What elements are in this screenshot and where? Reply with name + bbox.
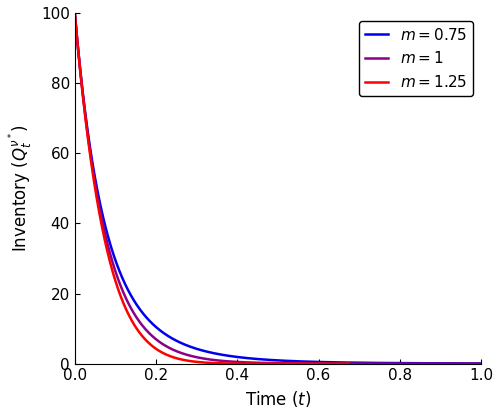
- $m = 0.75$: [316, 359, 322, 364]
- $m = 1.25$: [334, 361, 340, 366]
- $m = 0.75$: [375, 360, 381, 365]
- X-axis label: Time ($t$): Time ($t$): [244, 389, 311, 409]
- Y-axis label: Inventory ($Q_t^{\nu^*}$): Inventory ($Q_t^{\nu^*}$): [7, 124, 36, 252]
- $m = 0.75$: [227, 354, 233, 359]
- $m = 1$: [72, 10, 78, 15]
- Line: $m = 1$: $m = 1$: [75, 13, 481, 364]
- $m = 1.25$: [108, 262, 114, 267]
- Line: $m = 0.75$: $m = 0.75$: [75, 13, 481, 364]
- $m = 1.25$: [178, 357, 184, 362]
- $m = 1.25$: [72, 10, 78, 15]
- $m = 0.75$: [406, 361, 412, 366]
- $m = 0.75$: [478, 361, 484, 366]
- $m = 0.75$: [336, 360, 342, 365]
- Line: $m = 1.25$: $m = 1.25$: [75, 13, 349, 364]
- $m = 1.25$: [157, 349, 163, 354]
- $m = 1$: [406, 361, 412, 366]
- $m = 1.25$: [346, 361, 352, 366]
- $m = 0.75$: [146, 317, 152, 322]
- $m = 1$: [316, 361, 322, 366]
- $m = 1$: [146, 330, 152, 335]
- $m = 1$: [227, 359, 233, 364]
- $m = 1$: [478, 361, 484, 366]
- $m = 1$: [375, 361, 381, 366]
- $m = 0.75$: [72, 10, 78, 15]
- $m = 1.25$: [237, 361, 243, 366]
- $m = 1.25$: [242, 361, 248, 366]
- $m = 1$: [336, 361, 342, 366]
- Legend: $m = 0.75$, $m = 1$, $m = 1.25$: $m = 0.75$, $m = 1$, $m = 1.25$: [358, 20, 474, 96]
